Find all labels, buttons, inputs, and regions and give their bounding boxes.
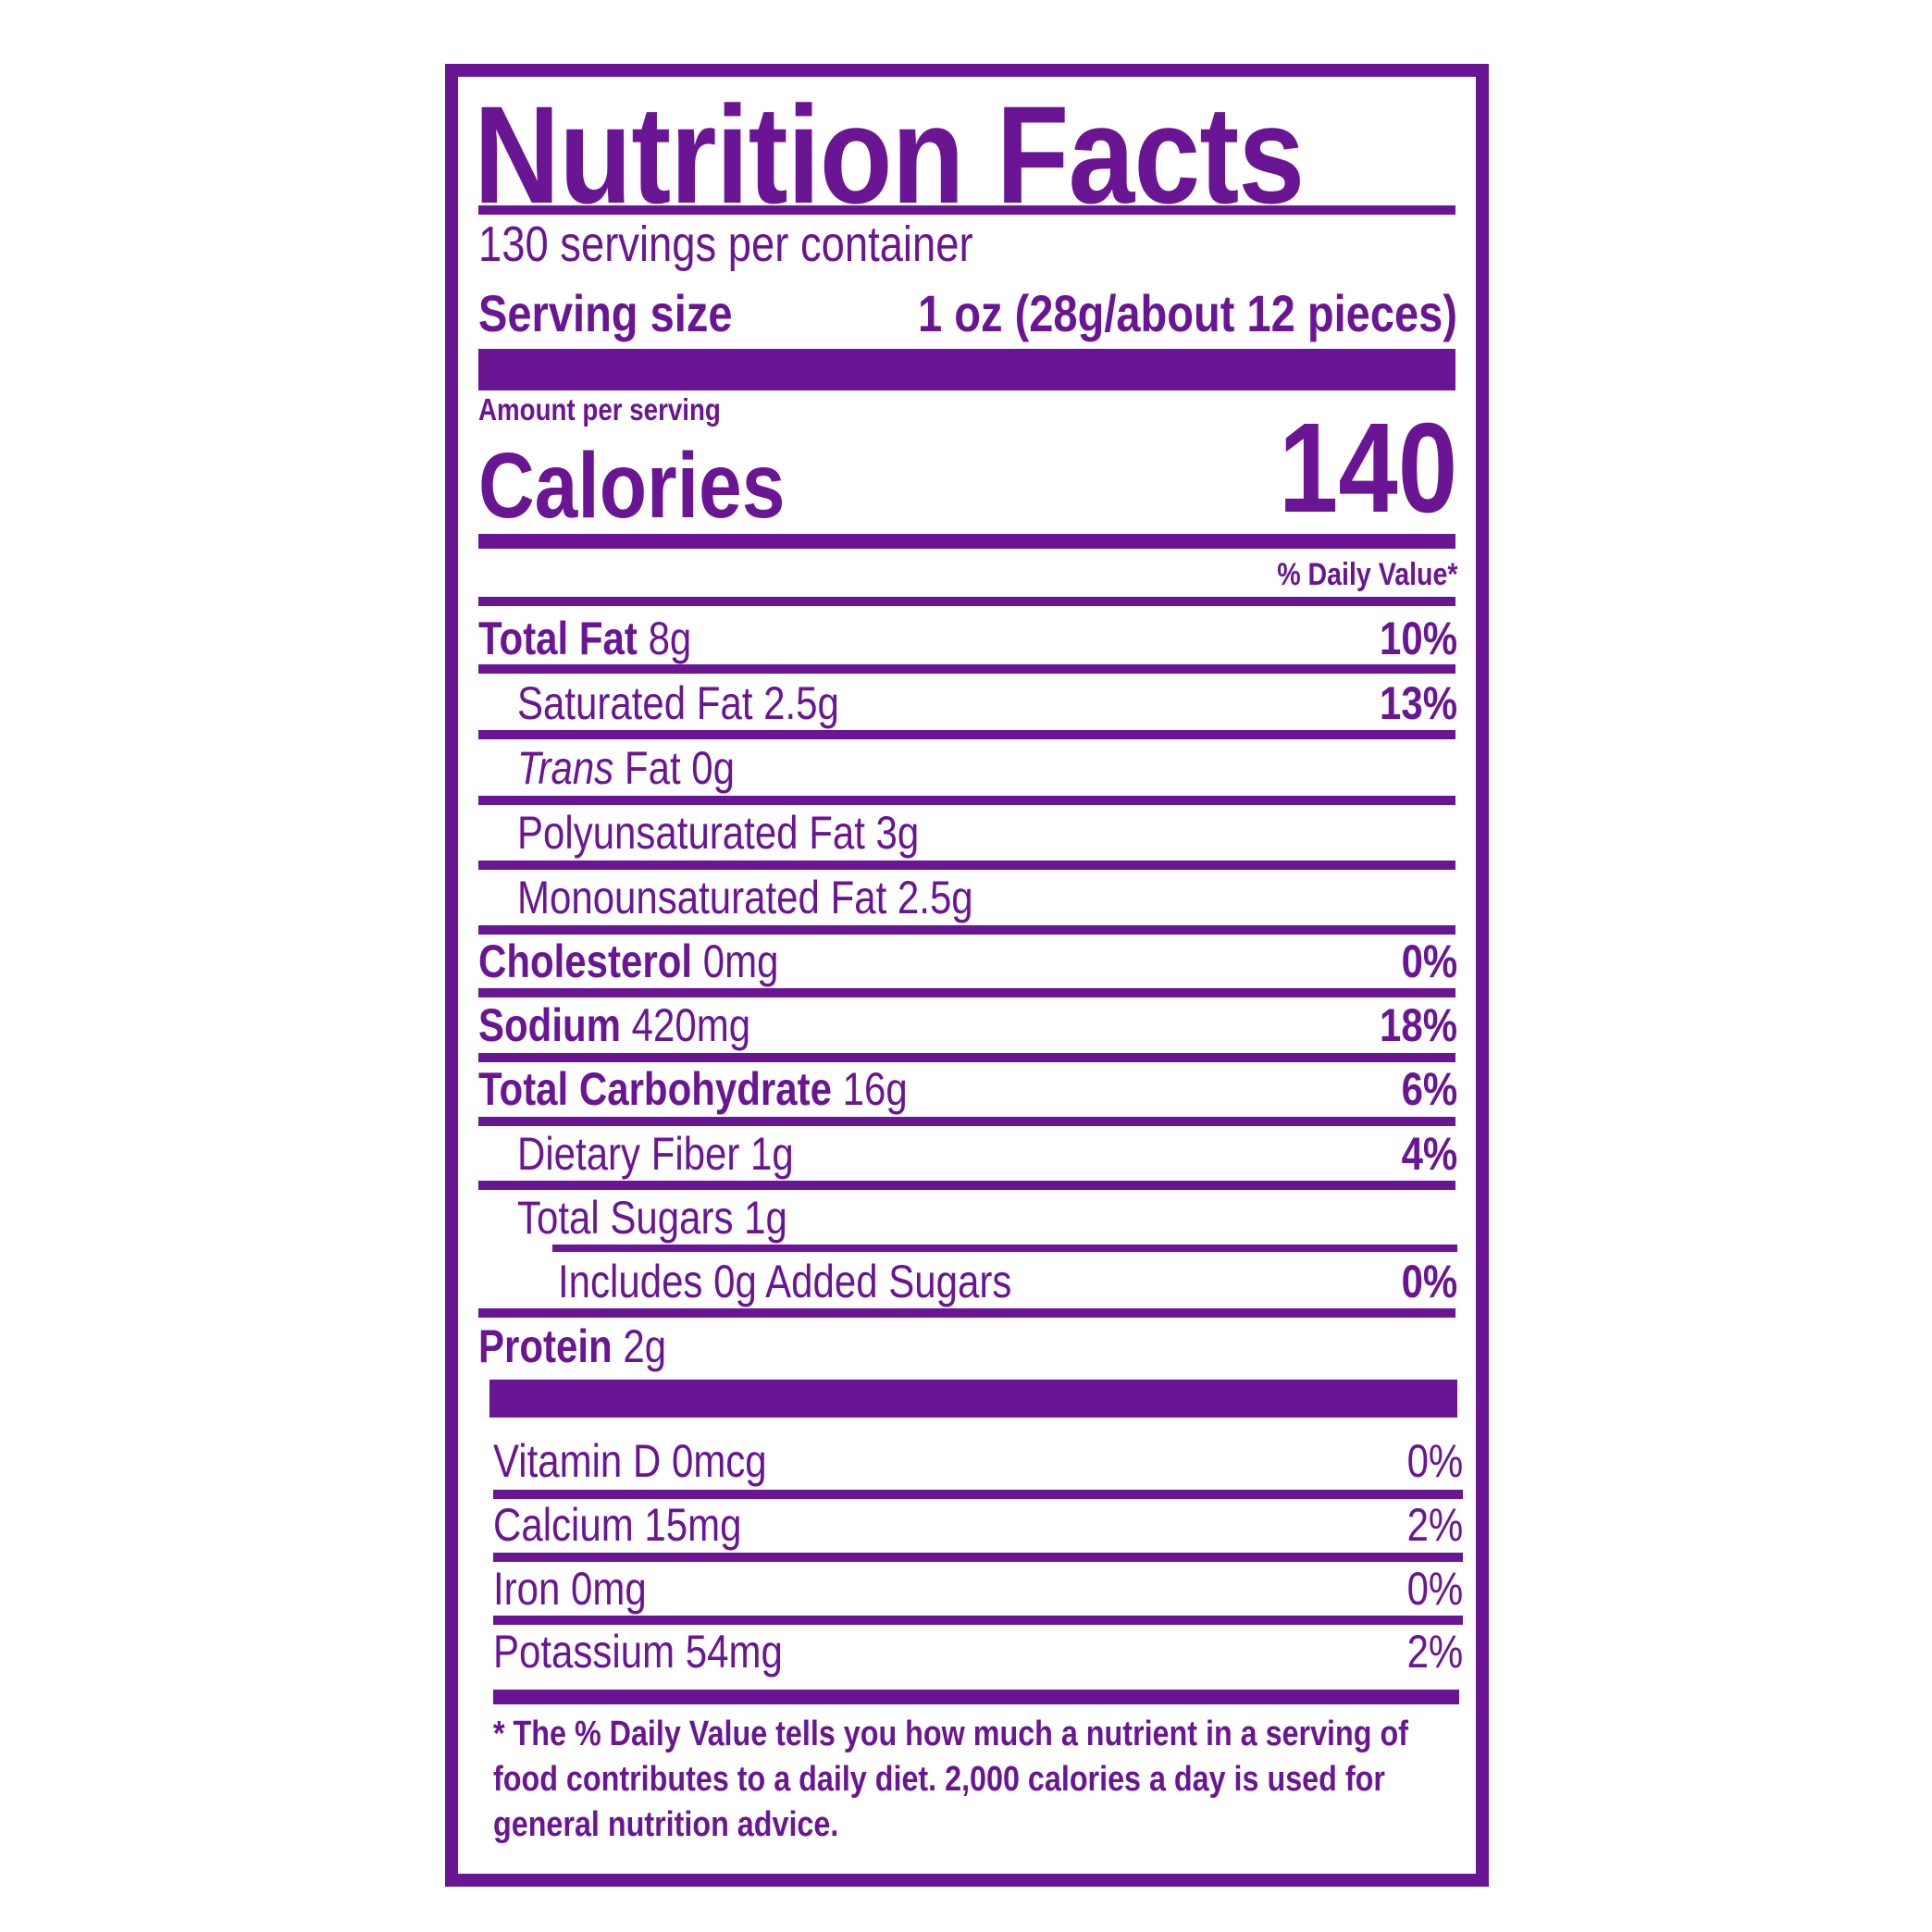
- label-title: Nutrition Facts: [474, 77, 1305, 232]
- vitamin-row-potassium: Potassium 54mg 2%: [493, 1619, 1463, 1684]
- thick-divider: [489, 1380, 1457, 1418]
- divider: [478, 730, 1455, 739]
- divider: [478, 988, 1455, 997]
- calories-value: 140: [1278, 397, 1457, 539]
- divider: [493, 1490, 1463, 1499]
- amount-per-serving-row: Amount per serving: [478, 389, 1457, 431]
- nutrient-dv: 0%: [1401, 1256, 1457, 1307]
- servings-per-container: 130 servings per container: [478, 217, 973, 272]
- vitamin-name: Potassium 54mg: [493, 1626, 783, 1678]
- vitamin-name: Vitamin D 0mcg: [493, 1435, 767, 1487]
- divider: [552, 1245, 1457, 1252]
- nutrient-row-dietary-fiber: Dietary Fiber 1g 4%: [478, 1121, 1457, 1186]
- serving-size-row: Serving size 1 oz (28g/about 12 pieces): [478, 280, 1457, 345]
- serving-size-value: 1 oz (28g/about 12 pieces): [918, 283, 1457, 342]
- vitamin-dv: 0%: [1406, 1435, 1463, 1487]
- nutrient-row-monounsaturated-fat: Monounsaturated Fat 2.5g: [478, 865, 1457, 930]
- nutrient-name: Total Carbohydrate: [478, 1063, 832, 1115]
- vitamin-dv: 0%: [1406, 1563, 1463, 1615]
- nutrient-row-protein: Protein 2g: [478, 1314, 1457, 1379]
- divider: [478, 1308, 1455, 1318]
- servings-row: 130 servings per container: [478, 212, 1457, 277]
- vitamin-dv: 2%: [1406, 1499, 1463, 1551]
- nutrient-name: Polyunsaturated Fat 3g: [517, 807, 920, 859]
- daily-value-header-row: % Daily Value*: [478, 551, 1457, 598]
- nutrient-name: Fat 0g: [624, 742, 736, 794]
- calories-label: Calories: [478, 434, 786, 538]
- vitamin-row-calcium: Calcium 15mg 2%: [493, 1492, 1463, 1557]
- nutrient-row-added-sugars: Includes 0g Added Sugars 0%: [478, 1249, 1457, 1314]
- nutrient-name: Total Sugars 1g: [517, 1192, 787, 1244]
- vitamin-dv: 2%: [1406, 1626, 1463, 1678]
- divider: [478, 925, 1455, 935]
- divider: [478, 1117, 1455, 1126]
- nutrient-row-total-carbohydrate: Total Carbohydrate 16g 6%: [478, 1057, 1457, 1121]
- divider: [478, 664, 1455, 674]
- nutrient-dv: 0%: [1401, 935, 1457, 987]
- nutrient-name: Protein: [478, 1320, 613, 1372]
- divider: [478, 205, 1455, 215]
- divider: [478, 861, 1455, 870]
- nutrient-row-polyunsaturated-fat: Polyunsaturated Fat 3g: [478, 800, 1457, 865]
- nutrient-name: Includes 0g Added Sugars: [558, 1256, 1012, 1307]
- nutrient-row-trans-fat: Trans Fat 0g: [478, 736, 1457, 800]
- vitamin-row-iron: Iron 0mg 0%: [493, 1556, 1463, 1621]
- vitamin-name: Calcium 15mg: [493, 1499, 742, 1551]
- thick-divider: [478, 349, 1455, 390]
- nutrient-name: Sodium: [478, 999, 621, 1051]
- nutrient-name: Saturated Fat 2.5g: [517, 677, 839, 729]
- nutrient-row-total-fat: Total Fat 8g 10%: [478, 606, 1457, 671]
- nutrient-name: Total Fat: [478, 613, 638, 664]
- nutrient-name: Cholesterol: [478, 935, 693, 987]
- divider: [493, 1553, 1463, 1562]
- vitamin-name: Iron 0mg: [493, 1563, 647, 1615]
- vitamin-row-vitamin-d: Vitamin D 0mcg 0%: [493, 1429, 1463, 1493]
- divider: [478, 1181, 1455, 1190]
- nutrient-name-italic: Trans: [517, 742, 614, 794]
- nutrient-dv: 10%: [1379, 613, 1457, 664]
- label-border: [445, 64, 1489, 1887]
- amount-per-serving: Amount per serving: [478, 392, 721, 427]
- serving-size-label: Serving size: [478, 283, 733, 342]
- nutrient-amount: 16g: [842, 1063, 908, 1115]
- nutrient-dv: 18%: [1379, 999, 1457, 1051]
- nutrient-amount: 0mg: [702, 935, 779, 987]
- nutrient-dv: 13%: [1379, 677, 1457, 729]
- nutrient-name: Dietary Fiber 1g: [517, 1128, 794, 1180]
- divider: [493, 1616, 1463, 1625]
- footnote: * The % Daily Value tells you how much a…: [493, 1715, 1408, 1844]
- nutrient-amount: 2g: [623, 1320, 667, 1372]
- daily-value-header: % Daily Value*: [1276, 556, 1457, 592]
- nutrient-amount: 420mg: [631, 999, 751, 1051]
- nutrient-dv: 6%: [1401, 1063, 1457, 1115]
- divider: [478, 1053, 1455, 1062]
- nutrient-amount: 8g: [648, 613, 692, 664]
- divider: [478, 597, 1455, 606]
- nutrient-row-saturated-fat: Saturated Fat 2.5g 13%: [478, 671, 1457, 736]
- divider: [478, 796, 1455, 805]
- medium-divider: [493, 1690, 1459, 1704]
- calories-row: Calories 140: [478, 404, 1457, 538]
- nutrient-row-total-sugars: Total Sugars 1g: [478, 1185, 1457, 1250]
- nutrient-row-sodium: Sodium 420mg 18%: [478, 993, 1457, 1058]
- nutrient-row-cholesterol: Cholesterol 0mg 0%: [478, 929, 1457, 994]
- medium-divider: [478, 534, 1455, 549]
- nutrient-name: Monounsaturated Fat 2.5g: [517, 872, 973, 923]
- nutrient-dv: 4%: [1401, 1128, 1457, 1180]
